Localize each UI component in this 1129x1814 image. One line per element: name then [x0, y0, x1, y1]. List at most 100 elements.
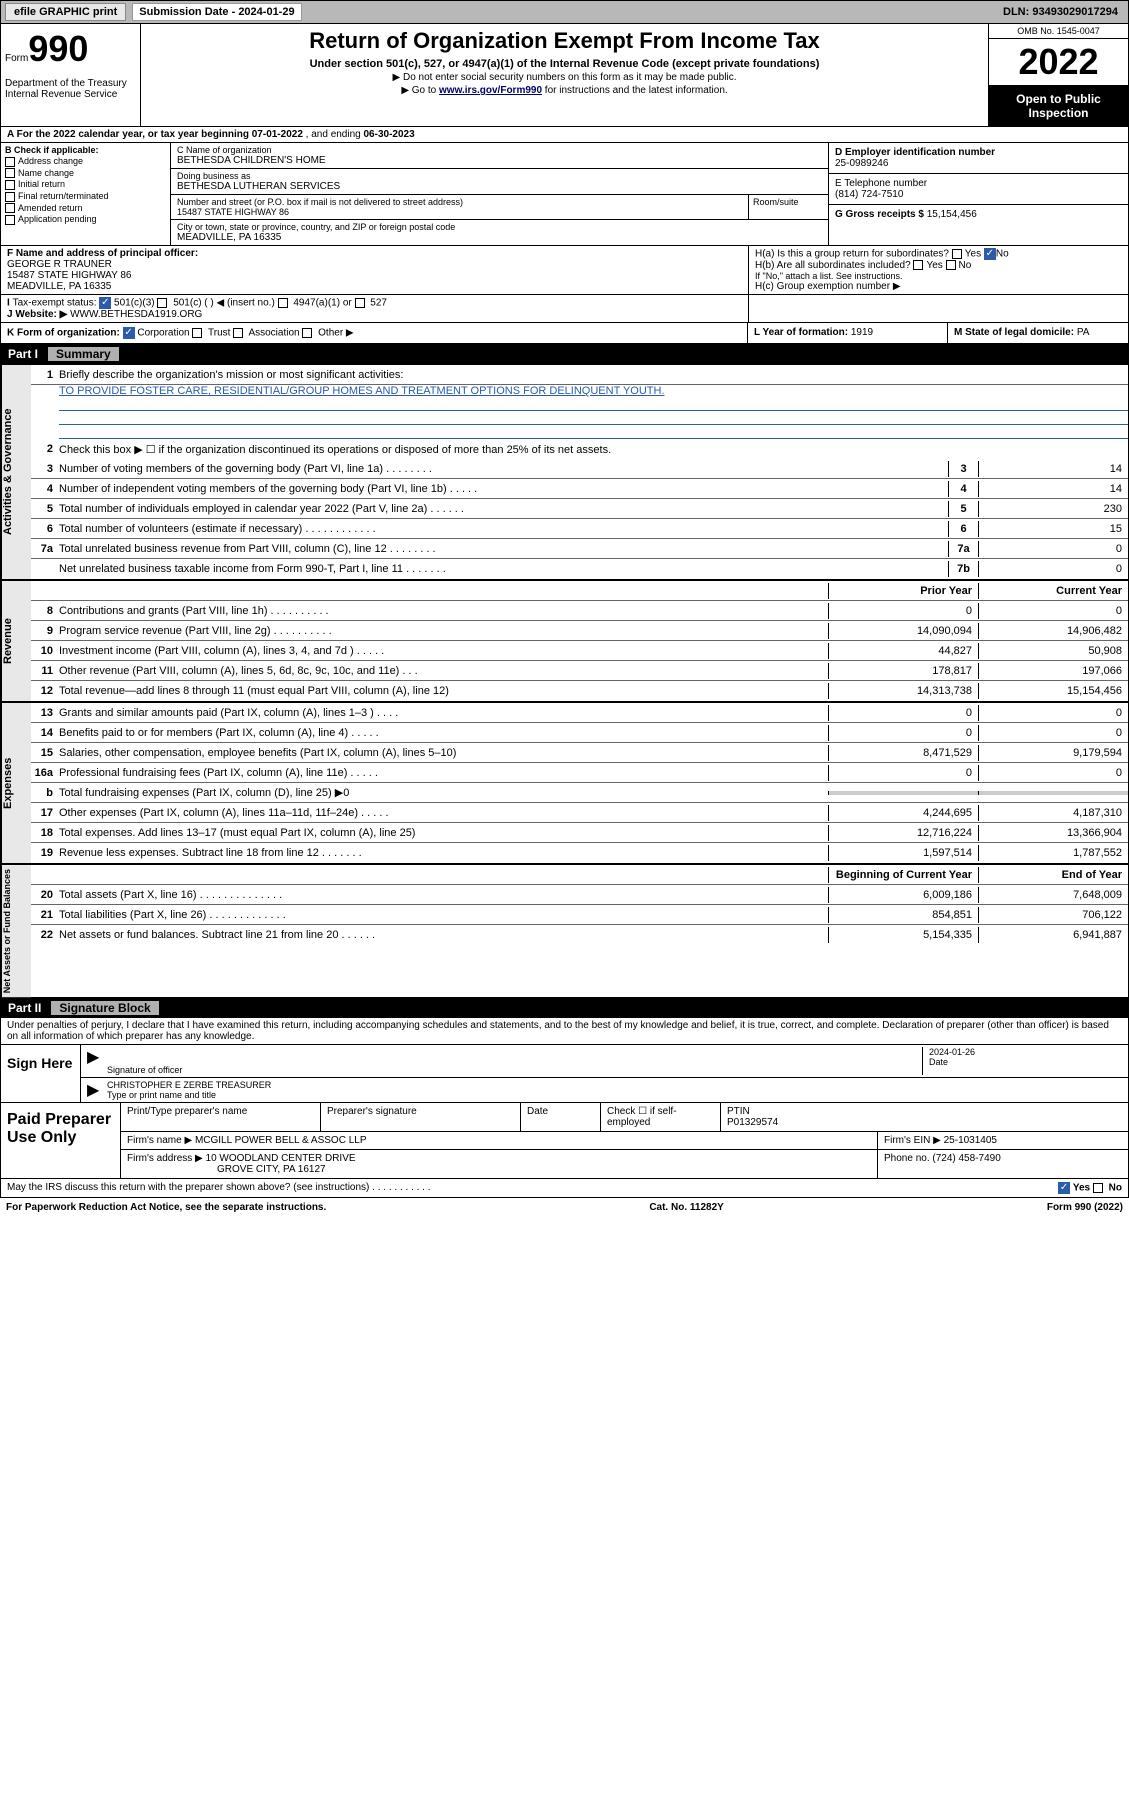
paid-col3: Date [521, 1103, 601, 1131]
chk-initial[interactable] [5, 180, 15, 190]
part1-title: Summary [48, 347, 119, 361]
lbl-pending: Application pending [18, 214, 97, 224]
firm-ein: 25-1031405 [944, 1135, 997, 1146]
i-527: 527 [370, 298, 387, 309]
omb-number: OMB No. 1545-0047 [989, 24, 1128, 39]
firm-lbl: Firm's name ▶ [127, 1135, 195, 1146]
mission-line [59, 411, 1128, 425]
form-ref: Form 990 (2022) [1047, 1202, 1123, 1213]
chk-4947[interactable] [278, 298, 288, 308]
ptin: P01329574 [727, 1117, 778, 1128]
note-ssn: ▶ Do not enter social security numbers o… [147, 72, 982, 83]
gross: 15,154,456 [927, 209, 977, 220]
hdr-end: End of Year [978, 867, 1128, 883]
lbl-final: Final return/terminated [18, 191, 109, 201]
chk-amended[interactable] [5, 203, 15, 213]
lbl-amended: Amended return [18, 203, 83, 213]
sig-arrow-icon: ▶ [87, 1047, 107, 1075]
officer-addr2: MEADVILLE, PA 16335 [7, 281, 111, 292]
chk-501c3[interactable]: ✓ [99, 297, 111, 309]
chk-trust[interactable] [192, 328, 202, 338]
hdr-curr: Current Year [978, 583, 1128, 599]
efile-button[interactable]: efile GRAPHIC print [5, 3, 126, 21]
firm-phone: (724) 458-7490 [932, 1153, 1000, 1164]
row-f-h: F Name and address of principal officer:… [0, 246, 1129, 295]
sig-declaration: Under penalties of perjury, I declare th… [0, 1018, 1129, 1045]
gross-lbl: G Gross receipts $ [835, 209, 927, 220]
officer-name: GEORGE R TRAUNER [7, 259, 112, 270]
ha-no-chk[interactable]: ✓ [984, 248, 996, 260]
irs-link[interactable]: www.irs.gov/Form990 [439, 85, 542, 96]
part2-hdr: Part II Signature Block [0, 998, 1129, 1018]
cat-no: Cat. No. 11282Y [326, 1202, 1047, 1213]
no-lbl: No [1109, 1183, 1122, 1194]
f-lbl: F Name and address of principal officer: [7, 248, 198, 259]
footer-discuss: May the IRS discuss this return with the… [0, 1179, 1129, 1198]
city-lbl: City or town, state or province, country… [177, 222, 822, 232]
paid-hdr: Paid Preparer Use Only [1, 1103, 121, 1178]
chk-address[interactable] [5, 157, 15, 167]
sign-here-row: Sign Here ▶ Signature of officer 2024-01… [0, 1045, 1129, 1103]
chk-assoc[interactable] [233, 328, 243, 338]
note2-post: for instructions and the latest informat… [542, 85, 728, 96]
discuss-no[interactable] [1093, 1183, 1103, 1193]
line-a-mid: , and ending [303, 129, 364, 140]
discuss-yes[interactable]: ✓ [1058, 1182, 1070, 1194]
paid-col1: Print/Type preparer's name [121, 1103, 321, 1131]
chk-527[interactable] [355, 298, 365, 308]
i-lbl: Tax-exempt status: [13, 298, 97, 309]
firm-addr1: 10 WOODLAND CENTER DRIVE [206, 1153, 356, 1164]
ein-lbl: D Employer identification number [835, 147, 995, 158]
street-lbl: Number and street (or P.O. box if mail i… [177, 197, 742, 207]
col-d-right: D Employer identification number 25-0989… [828, 143, 1128, 245]
hb-no[interactable] [946, 260, 956, 270]
part1-hdr: Part I Summary [0, 344, 1129, 364]
lbl-name: Name change [18, 168, 74, 178]
col-b-checkboxes: B Check if applicable: Address change Na… [1, 143, 171, 245]
line-a-begin: 07-01-2022 [252, 129, 303, 140]
vtab-exp: Expenses [1, 703, 31, 863]
chk-pending[interactable] [5, 215, 15, 225]
sig-lbl: Signature of officer [107, 1065, 182, 1075]
hb-note: If "No," attach a list. See instructions… [755, 271, 1122, 281]
firm-ein-lbl: Firm's EIN ▶ [884, 1135, 944, 1146]
part2-title: Signature Block [51, 1001, 158, 1015]
street: 15487 STATE HIGHWAY 86 [177, 207, 742, 217]
dba-lbl: Doing business as [177, 171, 822, 181]
room-lbl: Room/suite [748, 195, 828, 219]
chk-other[interactable] [302, 328, 312, 338]
paid-preparer: Paid Preparer Use Only Print/Type prepar… [0, 1103, 1129, 1179]
officer-addr1: 15487 STATE HIGHWAY 86 [7, 270, 132, 281]
website: WWW.BETHESDA1919.ORG [70, 309, 202, 320]
chk-501c[interactable] [157, 298, 167, 308]
l-lbl: L Year of formation: [754, 327, 851, 338]
mission-line [59, 425, 1128, 439]
net-section: Net Assets or Fund Balances Beginning of… [0, 864, 1129, 998]
sig-arrow-icon: ▶ [87, 1080, 107, 1100]
firm-addr2: GROVE CITY, PA 16127 [217, 1164, 326, 1175]
part1-label: Part I [8, 347, 38, 361]
chk-final[interactable] [5, 192, 15, 202]
mission-line [59, 397, 1128, 411]
m-lbl: M State of legal domicile: [954, 327, 1077, 338]
chk-corp[interactable]: ✓ [123, 327, 135, 339]
discuss-q: May the IRS discuss this return with the… [7, 1182, 431, 1194]
ha-yes[interactable] [952, 249, 962, 259]
sig-date: 2024-01-26 [929, 1047, 975, 1057]
i-c3: 501(c)(3) [114, 298, 155, 309]
q1: Briefly describe the organization's miss… [59, 367, 1128, 383]
mission: TO PROVIDE FOSTER CARE, RESIDENTIAL/GROU… [59, 385, 665, 397]
hb-yes[interactable] [913, 260, 923, 270]
lbl-initial: Initial return [18, 179, 65, 189]
hdr-prior: Prior Year [828, 583, 978, 599]
vtab-rev: Revenue [1, 581, 31, 701]
chk-name[interactable] [5, 168, 15, 178]
city: MEADVILLE, PA 16335 [177, 232, 822, 243]
tel: (814) 724-7510 [835, 189, 903, 200]
form-number: 990 [28, 28, 88, 69]
m-val: PA [1077, 327, 1090, 338]
form-title: Return of Organization Exempt From Incom… [147, 28, 982, 54]
open-public: Open to Public Inspection [989, 85, 1128, 126]
hc-lbl: H(c) Group exemption number ▶ [755, 281, 1122, 292]
form-header: Form990 Department of the Treasury Inter… [0, 24, 1129, 127]
